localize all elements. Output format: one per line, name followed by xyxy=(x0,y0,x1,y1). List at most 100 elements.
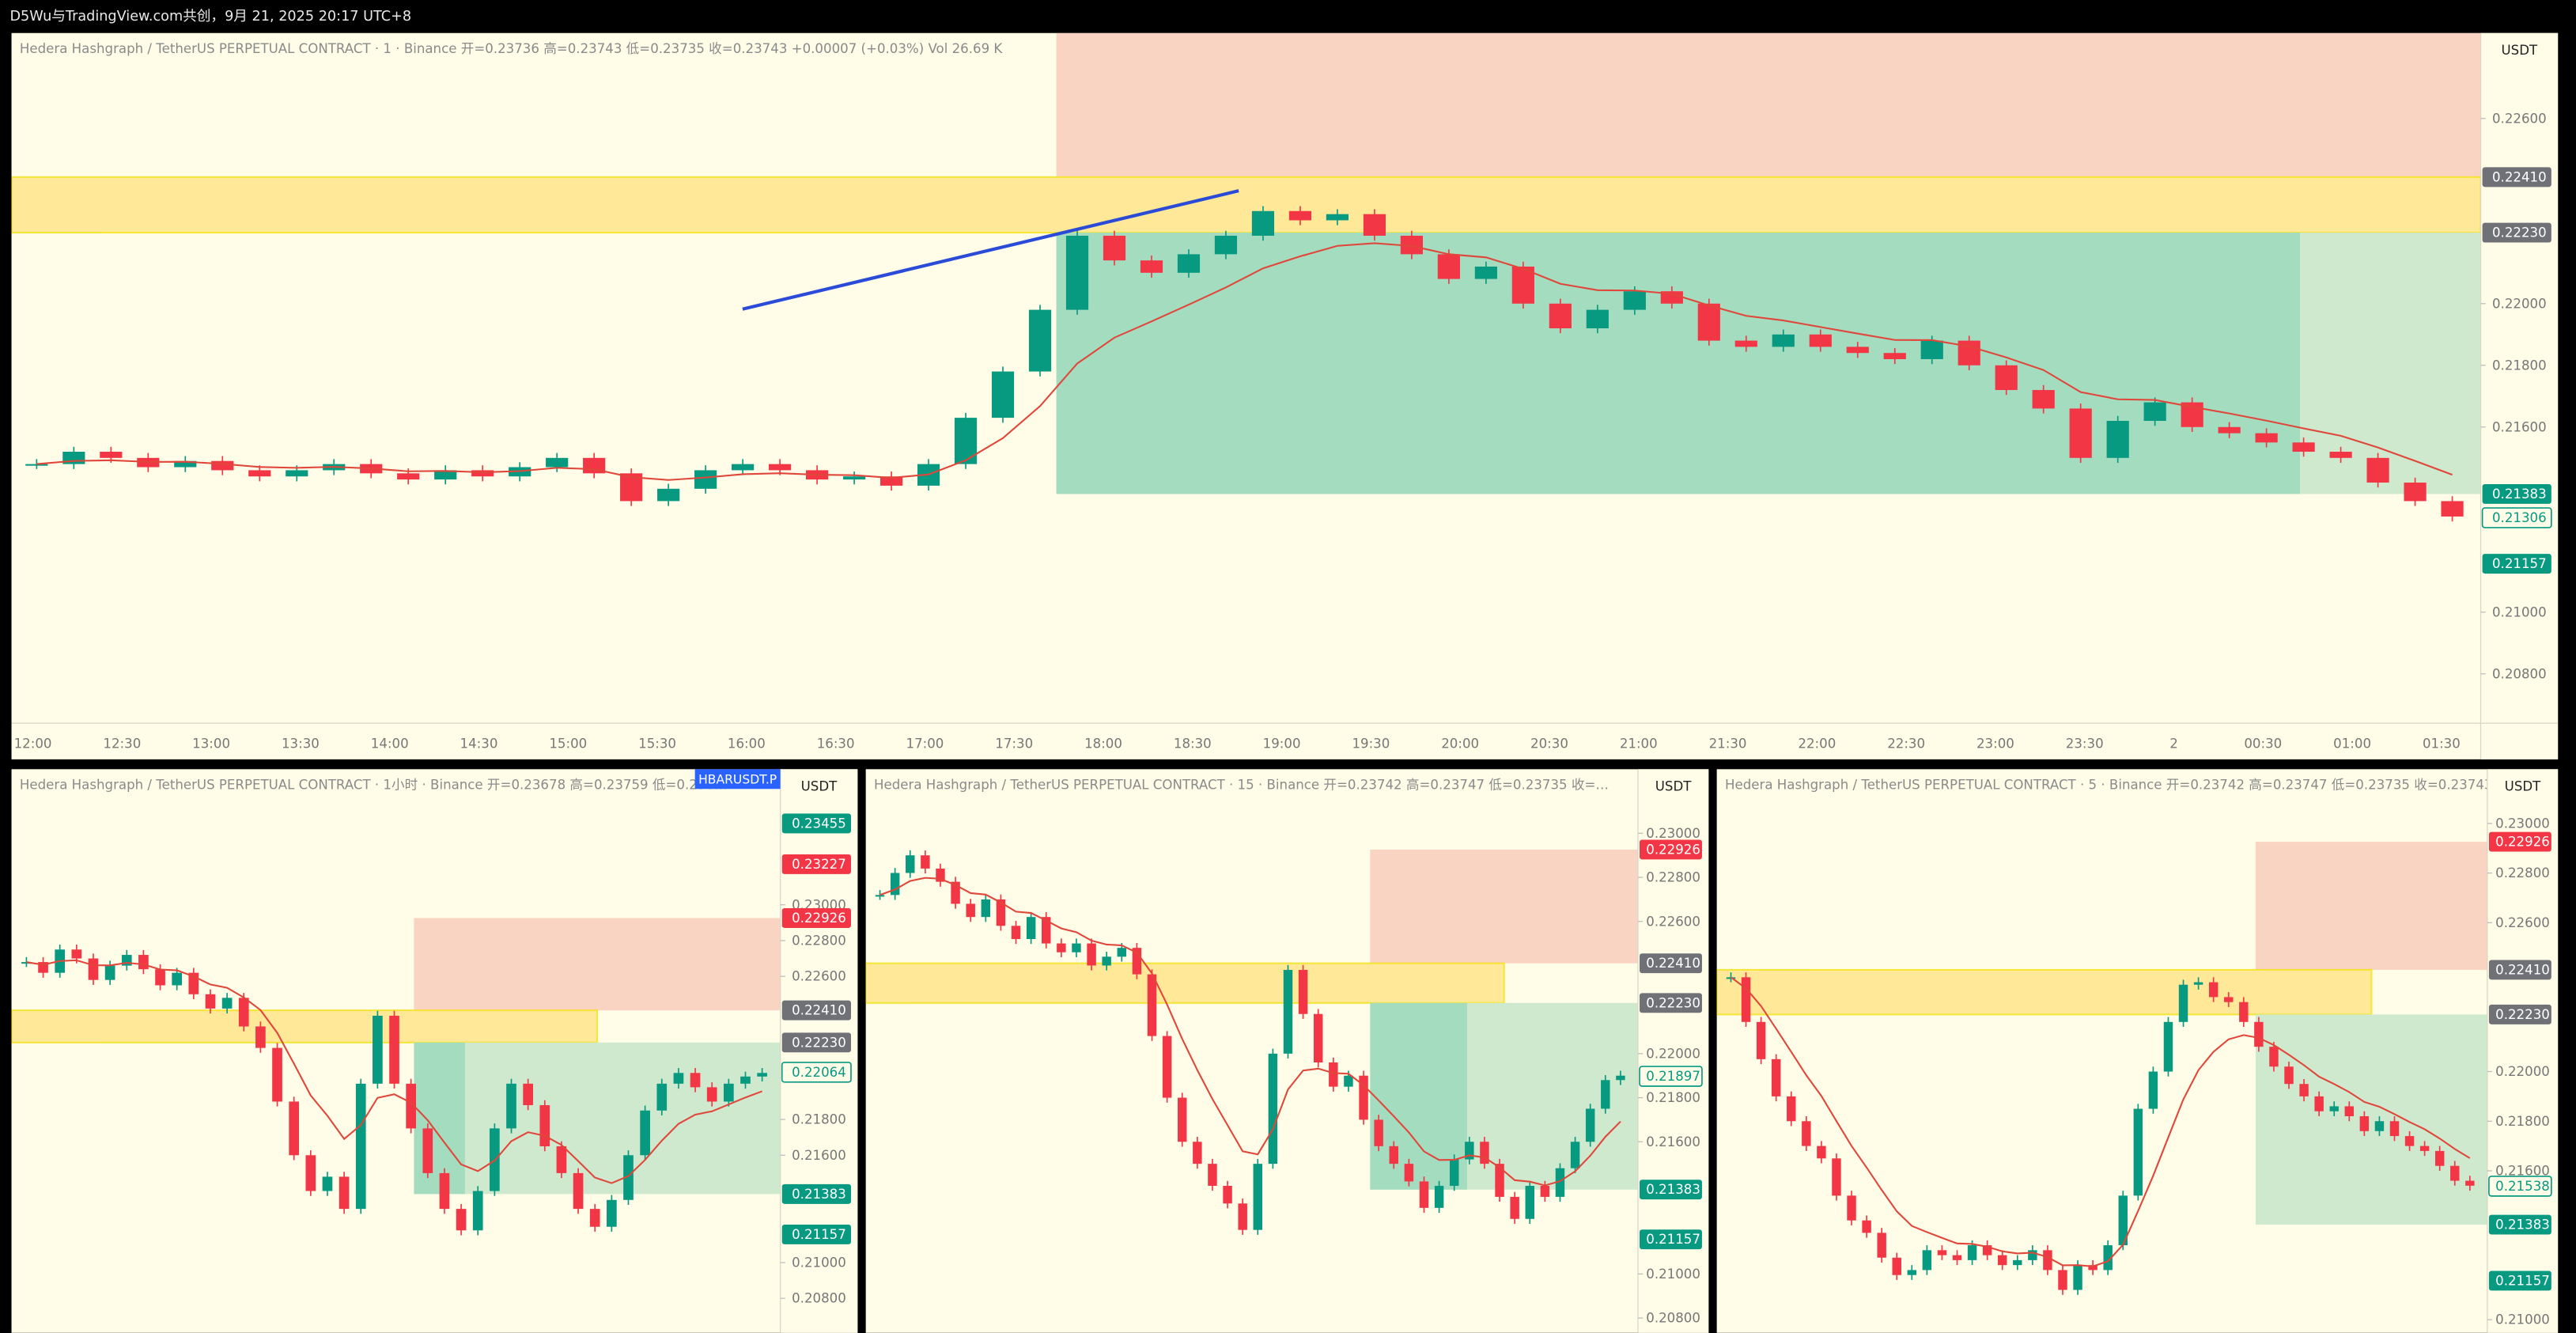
candle xyxy=(996,899,1006,926)
candle xyxy=(289,1101,300,1156)
candle xyxy=(1511,266,1534,304)
candle xyxy=(1920,340,1943,360)
candle xyxy=(286,470,308,477)
candle xyxy=(951,881,960,904)
candle xyxy=(2163,1021,2173,1072)
price-label: 0.22800 xyxy=(1646,870,1700,885)
price-label-bg xyxy=(2488,1271,2551,1291)
price-label-bg xyxy=(2481,507,2552,528)
time-label: 22:00 xyxy=(1798,737,1836,752)
candle xyxy=(406,1083,417,1129)
candle xyxy=(2178,984,2188,1022)
candles xyxy=(1726,972,2475,1295)
candle xyxy=(2239,1002,2249,1022)
target-zone-dark xyxy=(414,1042,465,1195)
candle xyxy=(1697,303,1720,341)
candle xyxy=(1117,948,1127,957)
symbol-tag: HBARUSDT.P xyxy=(698,772,777,786)
candle xyxy=(1907,1270,1917,1275)
time-label: 20:00 xyxy=(1441,737,1479,752)
price-label: 0.21800 xyxy=(792,1112,846,1127)
candle xyxy=(1359,1075,1368,1120)
candle xyxy=(2148,1071,2158,1109)
time-label: 12:00 xyxy=(14,737,52,752)
candle xyxy=(2419,1146,2430,1151)
candle xyxy=(673,1073,684,1084)
candle xyxy=(255,1026,266,1048)
price-label-bg xyxy=(781,908,851,928)
candle xyxy=(1922,1250,1932,1271)
time-label: 22:30 xyxy=(1887,737,1925,752)
candle xyxy=(1480,1142,1489,1164)
candle xyxy=(2389,1121,2400,1137)
trend-line xyxy=(742,189,1239,311)
price-label: 0.22800 xyxy=(2495,865,2550,880)
candle xyxy=(2028,1250,2037,1260)
candle xyxy=(1474,266,1497,279)
candle xyxy=(1102,956,1111,966)
time-label: 18:30 xyxy=(1174,737,1212,752)
candle xyxy=(1449,1159,1459,1186)
key-level-band xyxy=(11,176,2481,234)
candle xyxy=(1208,1164,1217,1186)
unit-label: USDT xyxy=(2502,43,2538,58)
candle xyxy=(1601,1080,1610,1109)
candle xyxy=(2073,1265,2082,1290)
price-label: 0.22230 xyxy=(2495,1007,2550,1022)
candle xyxy=(1404,1164,1414,1182)
unit-label: USDT xyxy=(1655,779,1692,794)
legend: Hedera Hashgraph / TetherUS PERPETUAL CO… xyxy=(1725,778,2506,793)
stop-zone xyxy=(414,918,781,1011)
candle xyxy=(2013,1259,2022,1266)
candle xyxy=(539,1104,550,1146)
price-label: 0.21000 xyxy=(1646,1267,1700,1282)
price-label: 0.22230 xyxy=(2492,225,2547,240)
price-label: 0.22410 xyxy=(2492,169,2547,184)
candle xyxy=(100,452,123,458)
candle xyxy=(1741,977,1751,1022)
candles xyxy=(25,206,2464,522)
candle xyxy=(706,1087,717,1102)
candle xyxy=(1892,1257,1901,1275)
position-zones xyxy=(11,918,781,1195)
candle xyxy=(1772,334,1795,347)
candle xyxy=(1756,1021,1766,1059)
candle xyxy=(657,488,680,502)
chart-panel: Hedera Hashgraph / TetherUS PERPETUAL CO… xyxy=(11,769,858,1333)
price-label-bg xyxy=(1640,953,1702,974)
candle xyxy=(1660,291,1683,304)
price-label: 0.21600 xyxy=(792,1148,846,1163)
symbol-tag-bg xyxy=(694,769,781,790)
candle xyxy=(2088,1265,2097,1271)
candle xyxy=(966,903,975,918)
candle xyxy=(1952,1255,1962,1260)
price-label-bg xyxy=(2482,167,2551,187)
time-label: 01:30 xyxy=(2423,737,2461,752)
price-label: 0.22600 xyxy=(792,969,846,984)
target-zone xyxy=(2255,1014,2487,1225)
candle xyxy=(875,895,885,897)
time-label: 12:30 xyxy=(103,737,141,752)
candles xyxy=(21,945,767,1236)
candle xyxy=(1846,347,1869,354)
candle xyxy=(769,464,792,471)
candle xyxy=(546,457,569,468)
candle xyxy=(1283,970,1293,1054)
stop-zone xyxy=(1056,32,2481,177)
candle xyxy=(2434,1150,2445,1166)
candle xyxy=(2269,1047,2279,1067)
candle xyxy=(1193,1142,1202,1164)
price-label: 0.22230 xyxy=(1646,995,1700,1010)
price-label: 0.22000 xyxy=(1646,1046,1700,1061)
price-label: 0.21383 xyxy=(792,1187,846,1202)
candle xyxy=(1065,235,1089,310)
candle xyxy=(1802,1121,1811,1146)
chart-panel: Hedera Hashgraph / TetherUS PERPETUAL CO… xyxy=(1716,769,2559,1333)
candle xyxy=(1495,1164,1504,1197)
price-label-bg xyxy=(2488,1176,2552,1197)
candle xyxy=(573,1172,584,1210)
candle xyxy=(155,969,165,986)
price-label-bg xyxy=(2488,1004,2551,1024)
candle xyxy=(1344,1075,1353,1087)
